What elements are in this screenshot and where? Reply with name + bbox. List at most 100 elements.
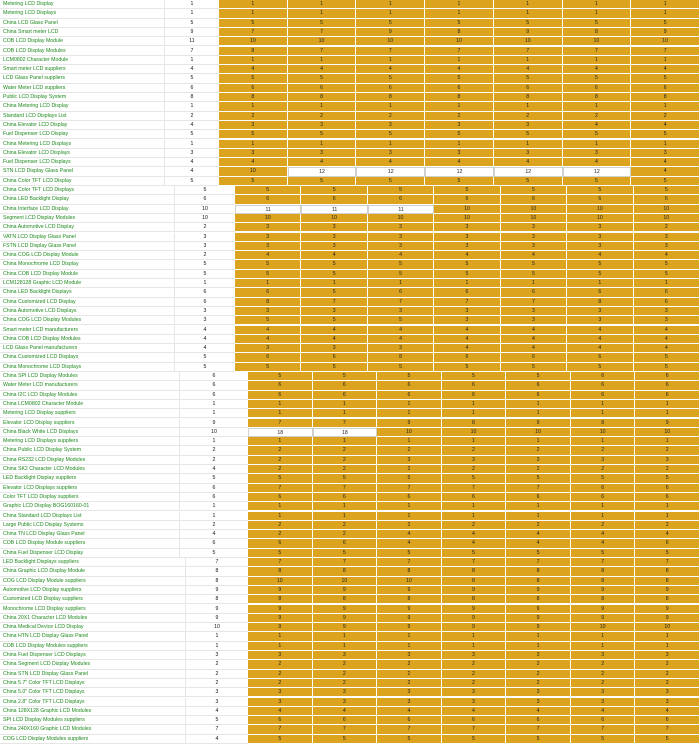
keyword-link[interactable]: China 5.7" Color TFT LCD Displays xyxy=(0,678,186,689)
rank-cell: 10 xyxy=(287,37,357,47)
keyword-link[interactable]: China Elevator LCD Display xyxy=(0,120,165,131)
keyword-link[interactable]: China Color TFT LCD Displays xyxy=(0,186,175,196)
keyword-link[interactable]: China Black White LCD Displays xyxy=(0,427,180,438)
keyword-link[interactable]: China RS232 LCD Display Modules xyxy=(0,455,180,465)
keyword-link[interactable]: China Fuel Dispenser LCD Displays xyxy=(0,651,186,661)
rank-cell: 4 xyxy=(356,158,426,168)
rank-cell: 8 xyxy=(562,93,632,103)
keyword-link[interactable]: STN LCD Display Glass Panel xyxy=(0,167,165,177)
keyword-link[interactable]: LED Backlight Displays suppliers xyxy=(0,558,186,568)
keyword-link[interactable]: LCM128128 Graphic LCD Module xyxy=(0,279,175,289)
keyword-link[interactable]: Elevator LCD Display suppliers xyxy=(0,418,180,428)
keyword-link[interactable]: China TN LCD Display Glass Panel xyxy=(0,530,180,540)
keyword-link[interactable]: China SPI LCD Display Modules xyxy=(0,372,180,382)
rank-cell: 10 xyxy=(493,37,563,47)
keyword-link[interactable]: China COB LCD Display Modules xyxy=(0,334,175,345)
keyword-link[interactable]: China Color TFT LCD Display xyxy=(0,176,165,186)
keyword-link[interactable]: China Customized LCD Displays xyxy=(0,353,175,363)
keyword-link[interactable]: Automotive LCD Display suppliers xyxy=(0,585,186,596)
keyword-link[interactable]: COB LCD Display Modules xyxy=(0,46,165,56)
keyword-link[interactable]: COB LCD Display Modules suppliers xyxy=(0,641,186,651)
keyword-link[interactable]: China 5.0" Color TFT LCD Displays xyxy=(0,688,186,698)
keyword-link[interactable]: LED Backlight Display suppliers xyxy=(0,474,180,484)
table-row: China Customized LCD Displays 5 6 6 8 6 6 6 5 xyxy=(0,353,700,363)
keyword-link[interactable]: China Fuel Dispenser LCD Display xyxy=(0,548,180,558)
keyword-link[interactable]: VATN LCD Display Glass Panel xyxy=(0,232,175,242)
keyword-link[interactable]: China HTN LCD Display Glass Panel xyxy=(0,632,186,642)
keyword-link[interactable]: LCD Glass Panel suppliers xyxy=(0,74,165,84)
keyword-link[interactable]: Metering LCD Displays suppliers xyxy=(0,437,180,447)
keyword-link[interactable]: China LED Backlight Display xyxy=(0,195,175,205)
keyword-link[interactable]: China Graphic LCD Display Module xyxy=(0,567,186,577)
keyword-link[interactable]: China Medical Device LCD Display xyxy=(0,623,186,633)
keyword-link[interactable]: China Customized LCD Display xyxy=(0,297,175,307)
keyword-link[interactable]: Public LCD Display System xyxy=(0,93,165,103)
keyword-link[interactable]: China Monochrome LCD Displays xyxy=(0,362,175,372)
keyword-link[interactable]: FSTN LCD Display Glass Panel xyxy=(0,241,175,252)
keyword-link[interactable]: China 128X128 Graphic LCD Modules xyxy=(0,706,186,717)
keyword-link[interactable]: China 2.8" Color TFT LCD Displays xyxy=(0,697,186,707)
keyword-link[interactable]: China Smart meter LCD xyxy=(0,27,165,38)
keyword-link[interactable]: China COG LCD Display Module xyxy=(0,251,175,261)
keyword-link[interactable]: China Automotive LCD Display xyxy=(0,223,175,233)
keyword-link[interactable]: China STN LCD Display Glass Panel xyxy=(0,669,186,679)
keyword-link[interactable]: COG LCD Display Modules suppliers xyxy=(0,734,186,744)
rank-cell: 10 xyxy=(219,37,288,47)
rank-cell: 2 xyxy=(441,520,507,531)
keyword-link[interactable]: Customized LCD Display suppliers xyxy=(0,595,186,605)
keyword-link[interactable]: China Metering LCD Displays xyxy=(0,139,165,149)
rank-cell: 1 xyxy=(562,0,632,10)
keyword-link[interactable]: China Public LCD Display System xyxy=(0,446,180,456)
keyword-link[interactable]: COB LCD Display Module xyxy=(0,37,165,47)
rank-cell: 4 xyxy=(219,158,288,168)
rank-cell: 10 xyxy=(567,204,634,214)
keyword-link[interactable]: SPI LCD Display Modules suppliers xyxy=(0,716,186,726)
rank-cell: 6 xyxy=(248,539,313,549)
keyword-link[interactable]: Segment LCD Display Modules xyxy=(0,213,175,224)
keyword-link[interactable]: Fuel Dispenser LCD Displays xyxy=(0,158,165,168)
keyword-link[interactable]: Elevator LCD Displays suppliers xyxy=(0,483,180,493)
keyword-link[interactable]: Standard LCD Displays List xyxy=(0,111,165,121)
keyword-link[interactable]: Metering LCD Displays xyxy=(0,9,165,19)
keyword-link[interactable]: China SK2 Character LCD Modules xyxy=(0,465,180,475)
keyword-link[interactable]: China Elevator LCD Displays xyxy=(0,148,165,159)
keyword-link[interactable]: Metering LCD Display xyxy=(0,0,165,10)
keyword-link[interactable]: China Metering LCD Display xyxy=(0,102,165,112)
keyword-link[interactable]: China Monochrome LCD Display xyxy=(0,260,175,270)
keyword-link[interactable]: China LCD Glass Panel xyxy=(0,18,165,28)
keyword-link[interactable]: China Automotive LCD Displays xyxy=(0,306,175,317)
rank-cell: 9 xyxy=(631,27,700,38)
keyword-link[interactable]: Color TFT LCD Display suppliers xyxy=(0,492,180,503)
rank-cell: 1 xyxy=(312,399,378,410)
rank-cell: 1 xyxy=(248,437,313,447)
keyword-link[interactable]: China I2C LCD Display Modules xyxy=(0,390,180,400)
keyword-link[interactable]: Metering LCD Display suppliers xyxy=(0,409,180,419)
keyword-link[interactable]: Graphic LCD Display BOG160160-01 xyxy=(0,502,180,512)
keyword-link[interactable]: Water Meter LCD manufacturers xyxy=(0,381,180,391)
keyword-link[interactable]: Water Meter LCD suppliers xyxy=(0,83,165,93)
keyword-link[interactable]: Monochrome LCD Display suppliers xyxy=(0,604,186,614)
keyword-link[interactable]: China Interface LCD Display xyxy=(0,204,175,214)
keyword-link[interactable]: COB LCD Display Module suppliers xyxy=(0,539,180,549)
keyword-link[interactable]: Large Public LCD Display Systems xyxy=(0,520,180,531)
keyword-link[interactable]: LCD Glass Panel manufacturers xyxy=(0,344,175,354)
keyword-link[interactable]: China Segment LCD Display Modules xyxy=(0,660,186,670)
rank-cell: 6 xyxy=(377,492,442,503)
keyword-link[interactable]: Smart meter LCD manufacturers xyxy=(0,325,175,335)
rank-cell: 8 xyxy=(219,46,288,56)
rank-cell: 18 xyxy=(312,427,378,438)
keyword-link[interactable]: Smart meter LCD suppliers xyxy=(0,65,165,75)
keyword-link[interactable]: China COG LCD Display Modules xyxy=(0,316,175,326)
keyword-link[interactable]: China LCM0802 Character Module xyxy=(0,399,180,410)
keyword-link[interactable]: China 240X160 Graphic LCD Modules xyxy=(0,725,186,735)
keyword-link[interactable]: LCM0802 Character Module xyxy=(0,55,165,66)
keyword-link[interactable]: China COB LCD Display Module xyxy=(0,269,175,279)
keyword-count: 6 xyxy=(175,195,235,205)
keyword-link[interactable]: China Standard LCD Displays List xyxy=(0,511,180,521)
keyword-link[interactable]: China 20X1 Character LCD Modules xyxy=(0,613,186,624)
rank-cell: 3 xyxy=(356,148,426,159)
rank-cell: 4 xyxy=(635,530,700,540)
keyword-link[interactable]: China LED Backlight Displays xyxy=(0,288,175,298)
keyword-link[interactable]: COG LCD Display Module suppliers xyxy=(0,576,186,586)
keyword-link[interactable]: Fuel Dispenser LCD Display xyxy=(0,130,165,140)
